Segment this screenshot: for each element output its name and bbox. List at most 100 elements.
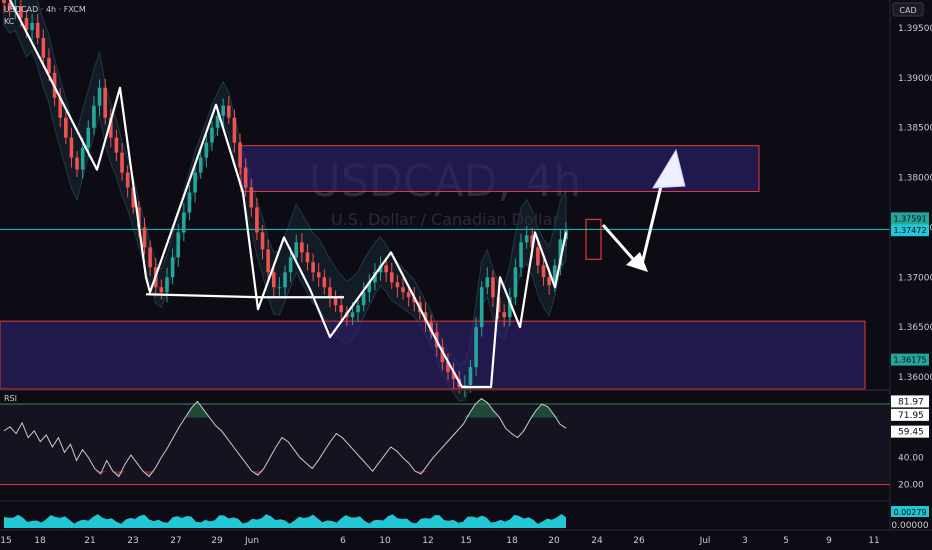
candle-body [451,372,456,380]
candle-body [356,305,360,313]
swing-structure-line[interactable] [9,0,568,389]
candle-body [513,267,518,298]
candle-body [541,265,546,278]
time-axis-ticks: 15 18 21 23 27 29 Jun 6 10 12 15 18 20 24 26 Jul 3 5 9 11 [0,536,879,546]
candle-body [429,322,433,333]
candle-body [406,292,411,298]
price-tag-bg [891,212,929,225]
candle-body [479,287,484,328]
candle-body [283,272,287,288]
time-tick-label: 15 [460,536,471,546]
volume-tag: 0.00279 [893,508,926,517]
currency-badge[interactable] [892,2,924,17]
candle-body [80,147,85,170]
candle-body [142,227,147,248]
candle-body [131,187,136,208]
candle-body [221,105,225,116]
keltner-channel-band [3,0,567,402]
candle-body [2,0,6,3]
candle-body [316,272,321,278]
time-tick-label: 12 [422,536,433,546]
candle-body [474,327,478,368]
candle-body [361,292,366,306]
candle-body [277,287,282,289]
candle-body [227,105,231,118]
candle-body [7,2,12,10]
candle-body [120,152,124,173]
candle-body [401,287,405,293]
candle-body [193,172,197,193]
time-tick-label: 18 [34,536,46,546]
candle-body [412,297,417,303]
price-tick-label: 1.36000 [898,373,932,383]
candle-body [255,207,259,233]
rsi-tick-label: 71.95 [898,411,924,421]
price-tag-bg [891,224,929,237]
candle-body [367,282,372,293]
candle-body [210,127,214,143]
candle-body [558,239,563,266]
candle-body [271,272,276,288]
price-tag-label: 1.37472 [893,226,926,235]
currency-label: CAD [899,6,916,15]
candle-body [35,22,40,38]
candle-body [64,117,68,138]
rsi-axis-ticks: 81.97 71.95 59.45 40.00 20.00 [891,395,929,491]
rsi-tick-label: 59.45 [898,428,924,438]
candle-body [232,117,237,143]
projection-arrow[interactable] [601,148,686,272]
candle-body [176,232,181,258]
candle-body [114,137,119,153]
candle-body [305,252,310,263]
candle-body [491,277,495,298]
candle-body [103,87,107,118]
time-tick-label: 29 [211,536,223,546]
candle-body [300,242,304,253]
candle-body [350,312,355,318]
volume-area [4,514,566,528]
candle-body [97,87,102,106]
price-tick-label: 1.37000 [898,273,932,283]
candle-body [378,265,383,273]
price-tick-label: 1.39000 [898,74,932,84]
candle-body [440,347,445,363]
volume-tag-bg [891,506,929,517]
candle-body [395,282,400,288]
time-tick-label: 26 [633,536,645,546]
candle-body [165,277,169,293]
rsi-tag-bg [891,425,929,438]
neckline-1[interactable] [145,293,259,299]
time-tick-label: 15 [0,536,11,546]
target-box[interactable] [585,218,602,260]
price-tag-bg [891,353,929,366]
price-tick-label: 1.38500 [898,124,932,134]
candle-body [446,362,450,373]
candle-body [519,242,523,268]
candle-body [468,367,473,386]
candle-body [485,277,490,288]
time-tick-label: 3 [742,536,748,546]
rsi-line [3,398,567,478]
candle-body [389,272,394,283]
rsi-tag-bg [891,408,929,421]
rsi-tag-bg [891,395,929,408]
candle-body [243,167,248,188]
price-axis-background [890,0,932,550]
candle-body [148,247,152,268]
indicator-label: KC [4,17,15,26]
time-tick-label: 18 [506,536,518,546]
price-tick-label: 1.36500 [898,323,932,333]
candle-body [108,117,113,138]
candle-body [182,212,186,233]
time-tick-label: 10 [379,536,391,546]
candle-body [524,235,529,243]
candle-body [187,192,192,213]
rsi-label: RSI [4,394,17,403]
candle-body [19,5,23,18]
candle-body [30,22,34,30]
price-tag-label: 1.36175 [893,356,926,365]
rsi-tick-label: 81.97 [898,397,924,407]
candle-body [339,305,343,313]
candle-body [170,257,175,278]
